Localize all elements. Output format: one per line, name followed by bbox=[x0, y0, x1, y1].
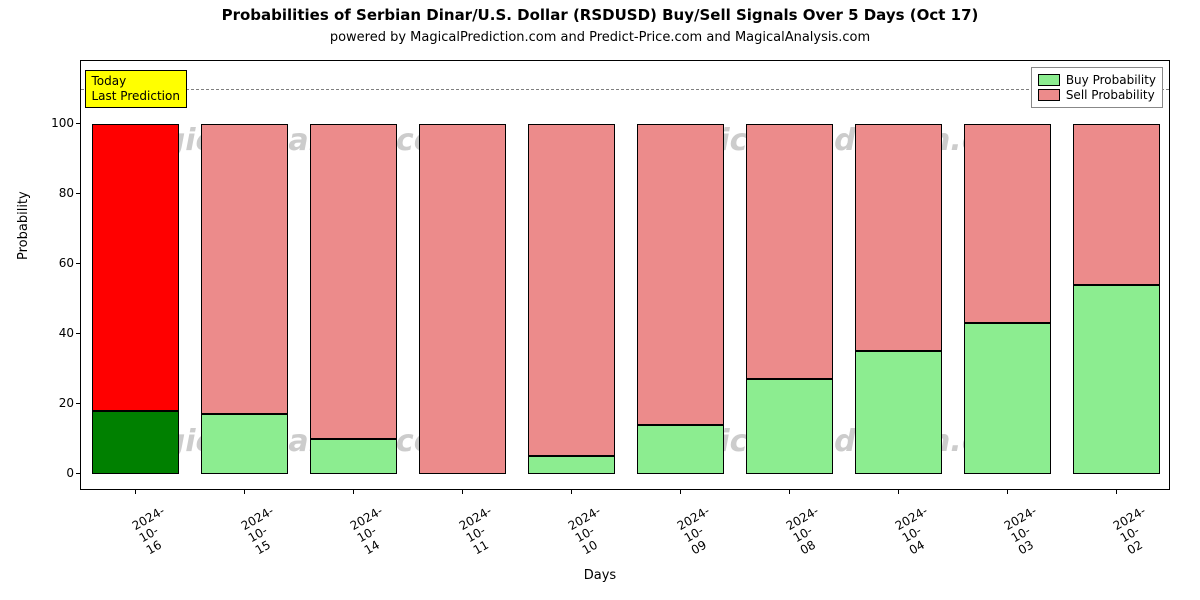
ytick-mark bbox=[76, 123, 80, 124]
sell-bar bbox=[855, 124, 942, 351]
sell-bar bbox=[92, 124, 179, 411]
xtick-mark bbox=[789, 490, 790, 494]
buy-bar bbox=[310, 439, 397, 474]
x-axis-label: Days bbox=[0, 568, 1200, 583]
ytick-label: 80 bbox=[44, 186, 74, 200]
ytick-label: 40 bbox=[44, 326, 74, 340]
legend-swatch bbox=[1038, 89, 1060, 101]
sell-bar bbox=[964, 124, 1051, 323]
xtick-mark bbox=[135, 490, 136, 494]
ytick-label: 0 bbox=[44, 466, 74, 480]
sell-bar bbox=[419, 124, 506, 474]
reference-line bbox=[81, 89, 1169, 90]
xtick-mark bbox=[1007, 490, 1008, 494]
buy-bar bbox=[855, 351, 942, 473]
sell-bar bbox=[310, 124, 397, 439]
buy-bar bbox=[1073, 285, 1160, 474]
ytick-mark bbox=[76, 473, 80, 474]
xtick-mark bbox=[462, 490, 463, 494]
xtick-mark bbox=[571, 490, 572, 494]
xtick-mark bbox=[244, 490, 245, 494]
xtick-label: 2024-10-11 bbox=[456, 518, 482, 557]
buy-bar bbox=[528, 456, 615, 473]
sell-bar bbox=[1073, 124, 1160, 285]
xtick-mark bbox=[898, 490, 899, 494]
xtick-mark bbox=[353, 490, 354, 494]
sell-bar bbox=[528, 124, 615, 456]
xtick-label: 2024-10-16 bbox=[129, 518, 155, 557]
sell-bar bbox=[637, 124, 724, 425]
ytick-mark bbox=[76, 193, 80, 194]
xtick-label: 2024-10-03 bbox=[1001, 518, 1027, 557]
xtick-label: 2024-10-14 bbox=[347, 518, 373, 557]
buy-bar bbox=[92, 411, 179, 474]
xtick-mark bbox=[1116, 490, 1117, 494]
buy-bar bbox=[201, 414, 288, 473]
xtick-label: 2024-10-10 bbox=[565, 518, 591, 557]
buy-bar bbox=[746, 379, 833, 473]
xtick-label: 2024-10-15 bbox=[238, 518, 264, 557]
ytick-mark bbox=[76, 333, 80, 334]
xtick-mark bbox=[680, 490, 681, 494]
legend-item: Buy Probability bbox=[1038, 73, 1156, 87]
buy-bar bbox=[964, 323, 1051, 473]
ytick-label: 20 bbox=[44, 396, 74, 410]
xtick-label: 2024-10-08 bbox=[783, 518, 809, 557]
plot-area: MagicalPrediction.comMagicalAnalysis.com… bbox=[80, 60, 1170, 490]
y-axis-label: Probability bbox=[16, 191, 31, 260]
ytick-mark bbox=[76, 263, 80, 264]
chart-subtitle: powered by MagicalPrediction.com and Pre… bbox=[0, 30, 1200, 45]
ytick-label: 100 bbox=[44, 116, 74, 130]
today-annotation: TodayLast Prediction bbox=[85, 70, 187, 108]
ytick-label: 60 bbox=[44, 256, 74, 270]
xtick-label: 2024-10-09 bbox=[674, 518, 700, 557]
legend-item: Sell Probability bbox=[1038, 88, 1156, 102]
sell-bar bbox=[201, 124, 288, 414]
annotation-line: Last Prediction bbox=[92, 89, 180, 104]
ytick-mark bbox=[76, 403, 80, 404]
legend: Buy ProbabilitySell Probability bbox=[1031, 67, 1163, 108]
legend-label: Buy Probability bbox=[1066, 73, 1156, 87]
xtick-label: 2024-10-04 bbox=[892, 518, 918, 557]
sell-bar bbox=[746, 124, 833, 379]
buy-bar bbox=[637, 425, 724, 474]
legend-label: Sell Probability bbox=[1066, 88, 1155, 102]
legend-swatch bbox=[1038, 74, 1060, 86]
xtick-label: 2024-10-02 bbox=[1110, 518, 1136, 557]
annotation-line: Today bbox=[92, 74, 180, 89]
chart-title: Probabilities of Serbian Dinar/U.S. Doll… bbox=[0, 6, 1200, 24]
